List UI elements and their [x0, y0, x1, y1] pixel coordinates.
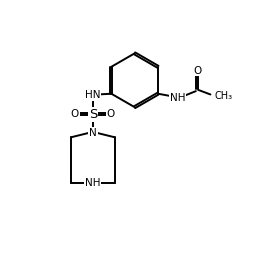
Text: O: O: [107, 109, 115, 119]
Text: N: N: [89, 128, 97, 138]
Text: NH: NH: [85, 178, 101, 188]
Text: O: O: [71, 109, 79, 119]
Text: S: S: [89, 108, 97, 121]
Text: NH: NH: [170, 93, 186, 103]
Text: HN: HN: [85, 90, 101, 100]
Text: CH₃: CH₃: [214, 91, 232, 101]
Text: O: O: [193, 66, 201, 76]
